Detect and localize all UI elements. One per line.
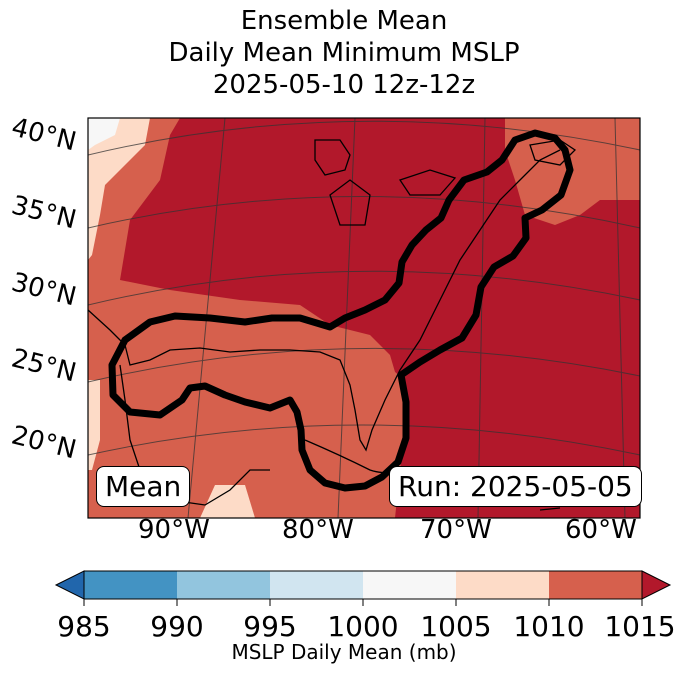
colorbar-bin-1000	[363, 571, 456, 599]
lon-label-70w: 70°W	[420, 515, 492, 545]
map-area	[88, 118, 640, 518]
colorbar	[54, 570, 672, 606]
colorbar-tick-1005: 1005	[420, 610, 492, 643]
colorbar-bin-985	[84, 571, 177, 599]
colorbar-under	[54, 570, 85, 600]
colorbar-tick-990: 990	[150, 610, 204, 643]
colorbar-bin-990	[177, 571, 270, 599]
title-line-1: Ensemble Mean	[240, 6, 448, 36]
run-date-label: Run: 2025-05-05	[389, 466, 642, 507]
mean-label: Mean	[96, 466, 191, 507]
isobar-contour	[108, 129, 574, 492]
field-1000-corner	[88, 118, 120, 150]
lon-label-80w: 80°W	[282, 515, 354, 545]
field-1005-southwest	[88, 380, 100, 470]
colorbar-bin-1010	[549, 571, 642, 599]
map-frame	[87, 117, 641, 519]
colorbar-tick-1000: 1000	[327, 610, 399, 643]
graticule	[88, 118, 640, 518]
colorbar-over	[641, 570, 672, 600]
colorbar-label: MSLP Daily Mean (mb)	[231, 640, 457, 664]
colorbar-bin-995	[270, 571, 363, 599]
field-1005-west	[88, 118, 150, 260]
field-1005-south	[200, 485, 255, 518]
colorbar-tick-995: 995	[243, 610, 297, 643]
lon-label-60w: 60°W	[565, 515, 637, 545]
lon-label-90w: 90°W	[138, 515, 210, 545]
colorbar-tick-985: 985	[57, 610, 111, 643]
colorbar-tick-1010: 1010	[513, 610, 585, 643]
colorbar-tick-1015: 1015	[604, 610, 676, 643]
colorbar-bin-1005	[456, 571, 549, 599]
field-1010-west	[88, 118, 405, 518]
title-line-2: Daily Mean Minimum MSLP	[168, 38, 520, 68]
title-line-3: 2025-05-10 12z-12z	[212, 70, 476, 100]
